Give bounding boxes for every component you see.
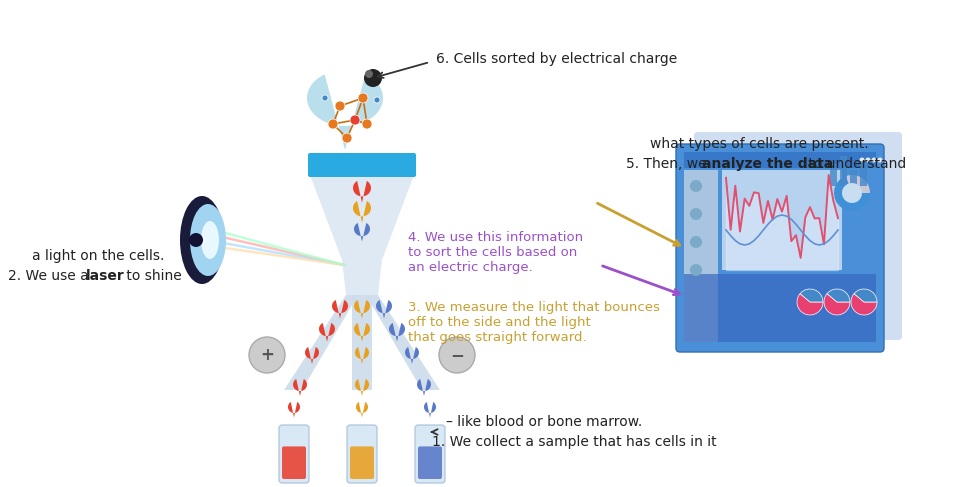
Text: 1. We collect a sample that has cells in it: 1. We collect a sample that has cells in… — [431, 435, 716, 449]
Polygon shape — [405, 347, 419, 364]
Polygon shape — [355, 379, 368, 396]
Polygon shape — [356, 402, 367, 417]
Polygon shape — [307, 75, 383, 150]
Bar — [839, 156, 846, 186]
Circle shape — [689, 236, 702, 248]
Circle shape — [189, 233, 203, 247]
Polygon shape — [284, 295, 358, 390]
Polygon shape — [354, 323, 369, 341]
FancyBboxPatch shape — [693, 132, 901, 340]
Polygon shape — [310, 175, 414, 260]
Wedge shape — [845, 175, 869, 193]
Polygon shape — [417, 379, 430, 396]
Circle shape — [689, 208, 702, 220]
Wedge shape — [833, 176, 869, 211]
Polygon shape — [423, 402, 435, 417]
Circle shape — [350, 115, 359, 125]
Bar — [860, 161, 866, 186]
Circle shape — [334, 101, 345, 111]
Circle shape — [363, 69, 382, 87]
Polygon shape — [331, 300, 348, 318]
Wedge shape — [827, 289, 849, 302]
FancyBboxPatch shape — [282, 447, 305, 479]
Wedge shape — [853, 289, 876, 302]
FancyBboxPatch shape — [347, 425, 377, 483]
Polygon shape — [365, 295, 440, 390]
Circle shape — [358, 93, 367, 103]
Polygon shape — [319, 323, 334, 341]
Polygon shape — [354, 300, 369, 318]
Text: +: + — [260, 346, 273, 364]
Circle shape — [877, 157, 882, 163]
Wedge shape — [850, 294, 876, 315]
Circle shape — [689, 264, 702, 276]
Polygon shape — [353, 201, 370, 223]
Text: what types of cells are present.: what types of cells are present. — [649, 137, 867, 151]
Circle shape — [859, 157, 863, 163]
Circle shape — [322, 95, 328, 101]
Circle shape — [342, 133, 352, 143]
Text: 2. We use a: 2. We use a — [8, 269, 93, 283]
Text: to shine: to shine — [122, 269, 181, 283]
Polygon shape — [353, 181, 370, 203]
Wedge shape — [797, 294, 822, 315]
Circle shape — [249, 337, 285, 373]
Polygon shape — [352, 295, 372, 390]
Text: 5. Then, we: 5. Then, we — [625, 157, 710, 171]
Text: laser: laser — [86, 269, 125, 283]
Bar — [683, 152, 875, 168]
Text: a light on the cells.: a light on the cells. — [32, 249, 164, 263]
Circle shape — [689, 180, 702, 192]
FancyBboxPatch shape — [418, 447, 442, 479]
Ellipse shape — [190, 204, 226, 276]
Circle shape — [864, 157, 869, 163]
Polygon shape — [304, 347, 319, 364]
Polygon shape — [355, 347, 368, 364]
FancyBboxPatch shape — [279, 425, 309, 483]
Text: 6. Cells sorted by electrical charge: 6. Cells sorted by electrical charge — [435, 52, 676, 66]
Wedge shape — [823, 294, 849, 315]
Polygon shape — [354, 223, 369, 242]
Circle shape — [374, 97, 380, 103]
Wedge shape — [799, 289, 822, 302]
Polygon shape — [342, 260, 382, 295]
Polygon shape — [376, 300, 391, 318]
Circle shape — [328, 119, 337, 129]
Polygon shape — [293, 379, 306, 396]
Text: −: − — [450, 346, 463, 364]
Circle shape — [364, 70, 373, 78]
Polygon shape — [288, 402, 299, 417]
Text: 4. We use this information
to sort the cells based on
an electric charge.: 4. We use this information to sort the c… — [408, 231, 582, 274]
Bar — [683, 274, 875, 342]
Text: analyze the data: analyze the data — [702, 157, 832, 171]
Circle shape — [361, 119, 372, 129]
Text: 3. We measure the light that bounces
off to the side and the light
that goes str: 3. We measure the light that bounces off… — [408, 301, 659, 344]
FancyBboxPatch shape — [675, 144, 883, 352]
FancyBboxPatch shape — [350, 447, 374, 479]
Text: – like blood or bone marrow.: – like blood or bone marrow. — [446, 415, 641, 429]
Ellipse shape — [201, 221, 219, 259]
Bar — [721, 170, 841, 270]
FancyBboxPatch shape — [415, 425, 445, 483]
Bar — [683, 170, 717, 342]
Circle shape — [841, 183, 861, 203]
Bar — [829, 164, 836, 186]
FancyBboxPatch shape — [308, 153, 416, 177]
Bar — [849, 170, 857, 186]
Polygon shape — [389, 323, 405, 341]
Text: to understand: to understand — [803, 157, 905, 171]
Circle shape — [870, 157, 876, 163]
Circle shape — [439, 337, 475, 373]
Ellipse shape — [180, 196, 224, 284]
